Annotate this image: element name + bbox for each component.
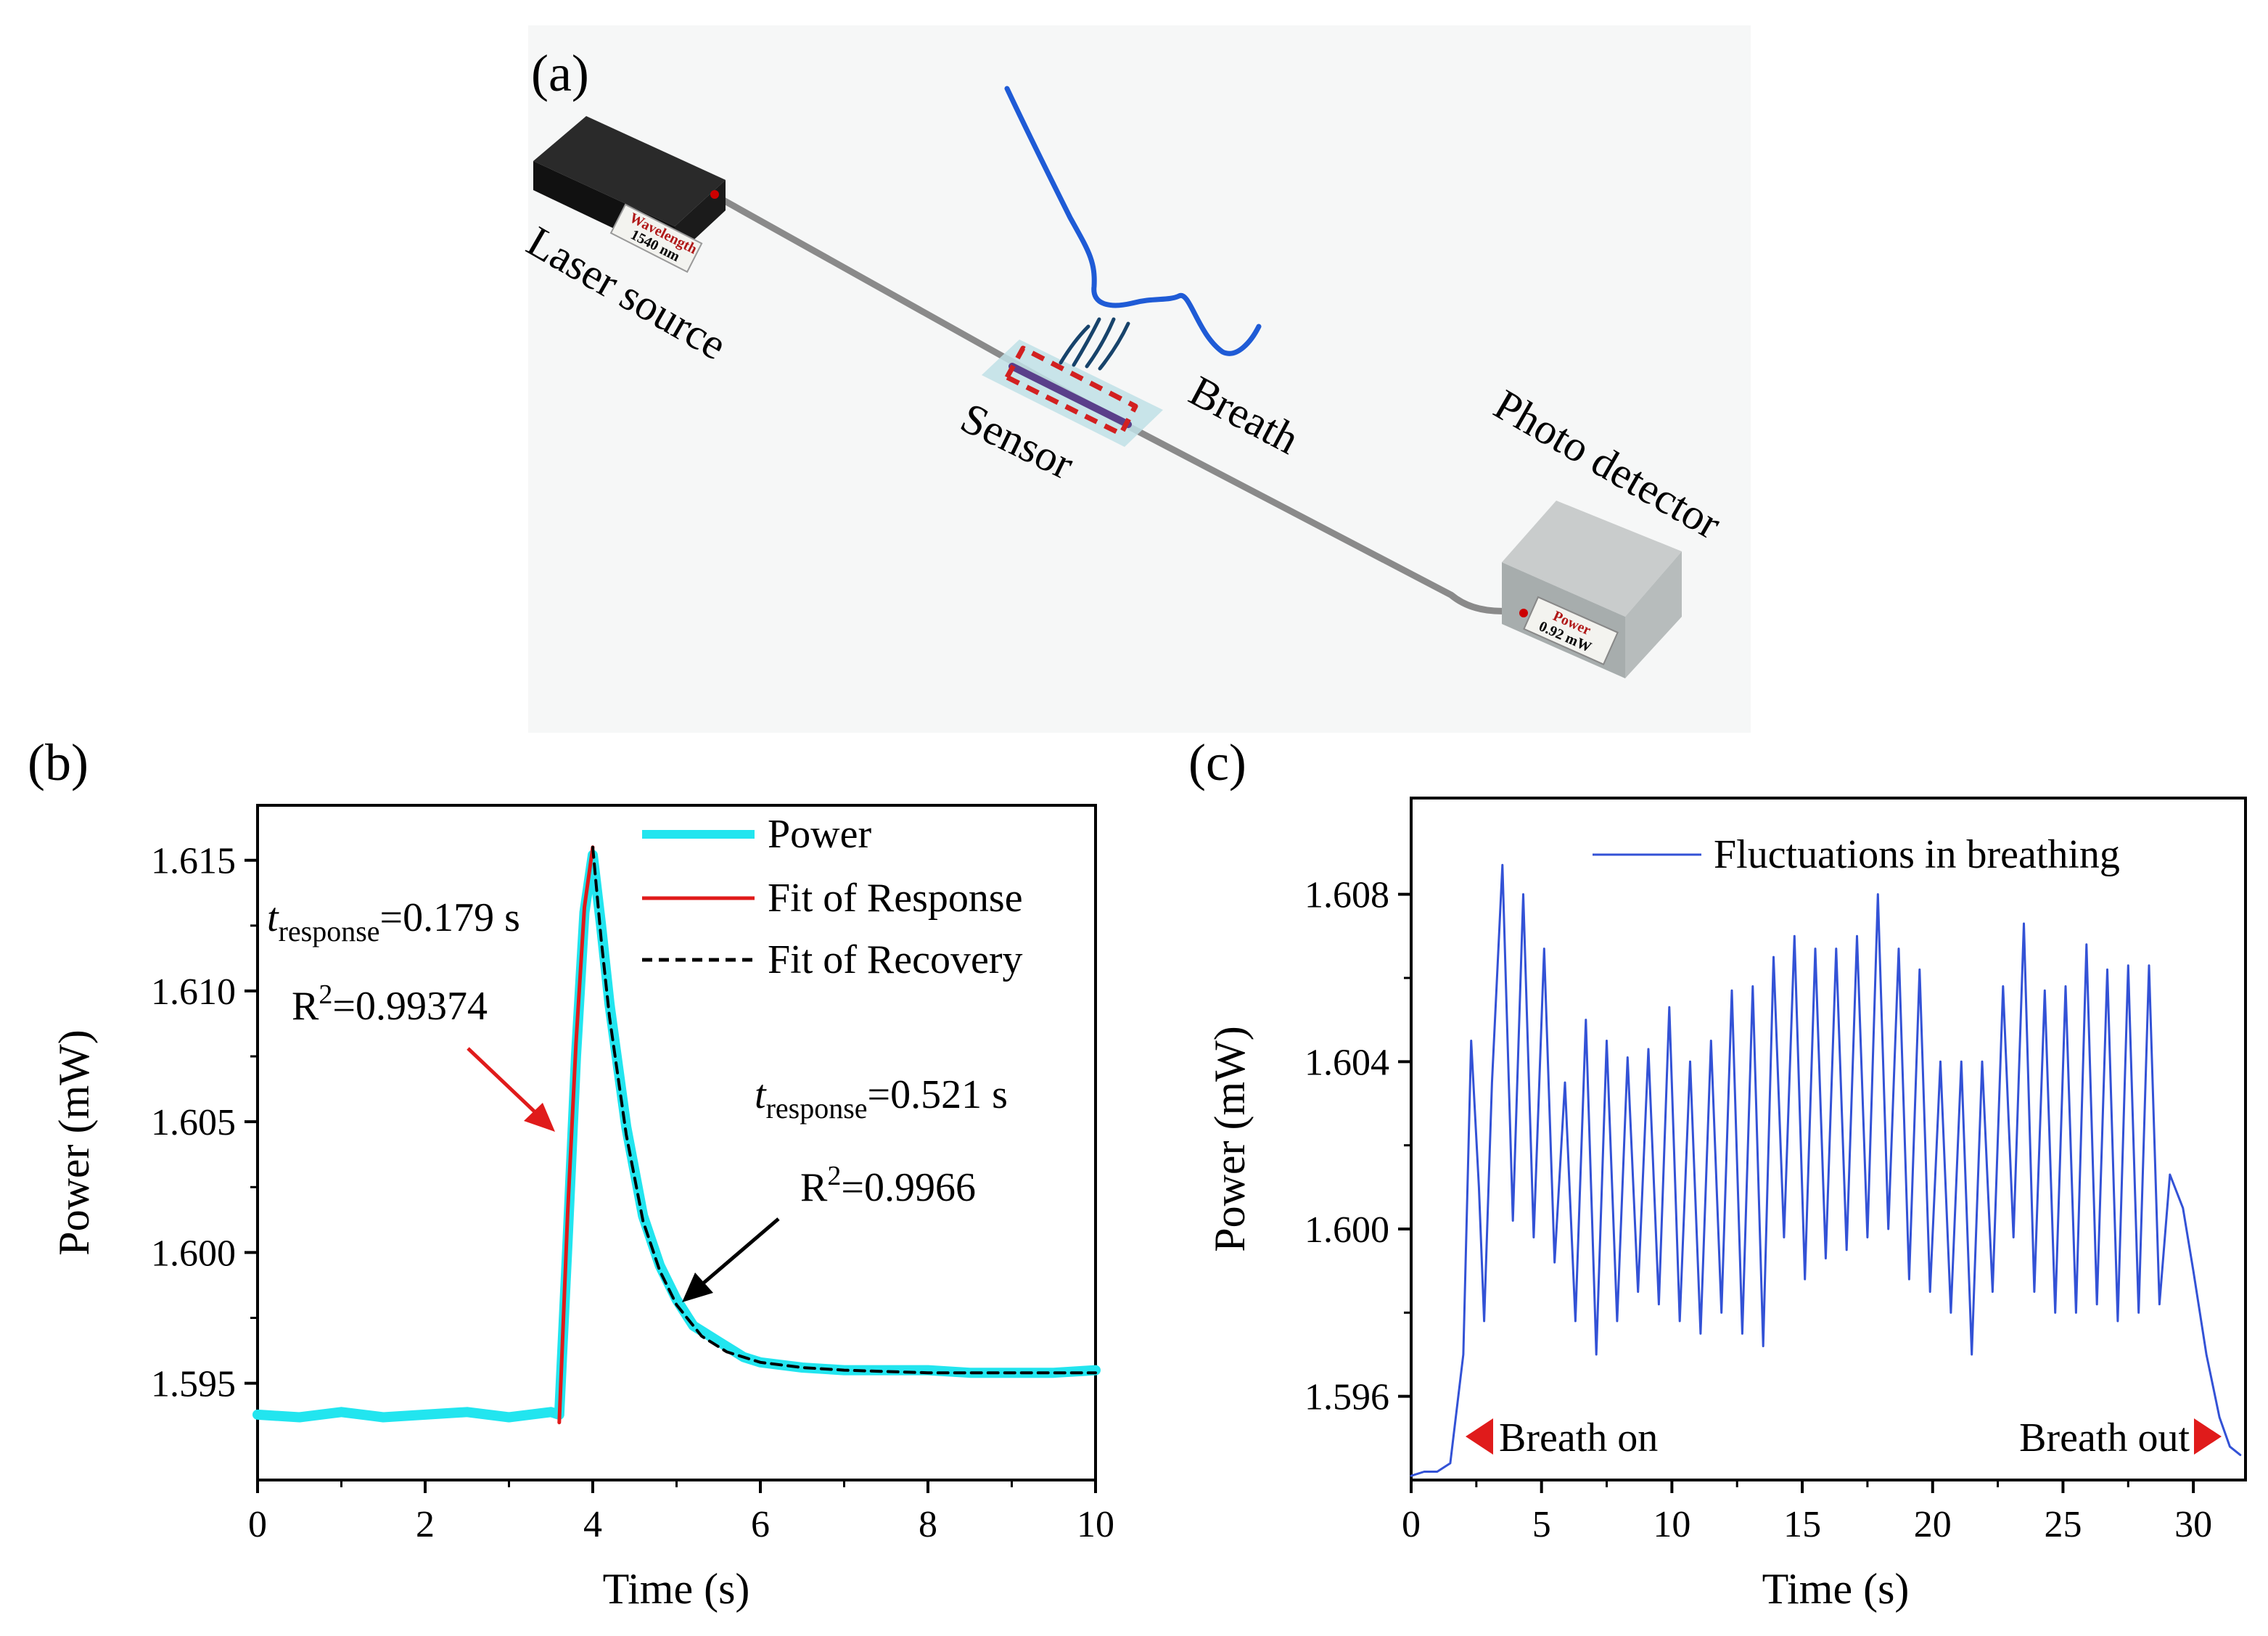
response-t-sub: response bbox=[279, 915, 380, 948]
breath-out-label: Breath out bbox=[2019, 1415, 2190, 1460]
breath-streams-icon bbox=[1059, 317, 1130, 371]
y-tick-label: 1.608 bbox=[1304, 875, 1389, 916]
recovery-t-main: t bbox=[755, 1072, 767, 1117]
series-fit-of-response-line bbox=[557, 845, 595, 1425]
series-fit-of-recovery-line bbox=[591, 845, 1097, 1375]
legend-response-label: Fit of Response bbox=[768, 876, 1023, 921]
y-tick-label: 1.605 bbox=[151, 1102, 236, 1143]
detector-display bbox=[1523, 596, 1619, 665]
response-arrow-icon bbox=[467, 1047, 555, 1132]
plot-c-frame bbox=[1410, 797, 2247, 1481]
x-tick-label: 0 bbox=[1402, 1504, 1421, 1545]
photo-detector-icon: Power 0.92 mW bbox=[1502, 501, 1682, 678]
sensor-highlight-box bbox=[1004, 345, 1138, 437]
x-tick-label: 0 bbox=[248, 1504, 267, 1545]
recovery-r2-sup: 2 bbox=[827, 1161, 841, 1191]
response-r2-sup: 2 bbox=[319, 979, 332, 1010]
recovery-r2-annotation: R2=0.9966 bbox=[800, 1161, 976, 1210]
plot-b-ylabel: Power (mW) bbox=[50, 1029, 98, 1256]
x-tick-label: 10 bbox=[1653, 1504, 1690, 1545]
y-tick-label: 1.600 bbox=[1304, 1209, 1389, 1251]
plot-b-xlabel: Time (s) bbox=[603, 1565, 750, 1613]
x-tick-label: 8 bbox=[919, 1504, 937, 1545]
x-tick-label: 20 bbox=[1914, 1504, 1952, 1545]
legend-recovery-label: Fit of Recovery bbox=[768, 937, 1022, 982]
response-time-annotation: tresponse=0.179 s bbox=[267, 895, 520, 948]
panel-a: (a) Wavelength 1540 nm Laser source Sens… bbox=[519, 25, 1751, 733]
x-tick-label: 4 bbox=[583, 1504, 602, 1545]
x-tick-label: 5 bbox=[1532, 1504, 1551, 1545]
legend-fluctuations-label: Fluctuations in breathing bbox=[1714, 832, 2120, 877]
laser-display bbox=[609, 203, 703, 274]
recovery-r2-value: =0.9966 bbox=[841, 1165, 976, 1210]
x-tick-label: 10 bbox=[1077, 1504, 1114, 1545]
response-t-main: t bbox=[267, 895, 279, 940]
recovery-r2-main: R bbox=[800, 1165, 828, 1210]
panel-a-label: (a) bbox=[531, 44, 589, 102]
panel-b: (b) 0 2 4 6 8 10 1.595 1.600 1.605 1.610 1.615 Tim… bbox=[28, 733, 1114, 1613]
x-tick-label: 25 bbox=[2044, 1504, 2082, 1545]
response-r2-main: R bbox=[292, 984, 319, 1029]
sensor-icon bbox=[982, 340, 1163, 447]
x-tick-label: 2 bbox=[416, 1504, 435, 1545]
recovery-t-value: =0.521 s bbox=[868, 1072, 1008, 1117]
y-tick-label: 1.600 bbox=[151, 1233, 236, 1274]
plot-c-legend: Fluctuations in breathing bbox=[1593, 832, 2120, 877]
y-tick-label: 1.604 bbox=[1304, 1042, 1389, 1083]
response-r2-value: =0.99374 bbox=[332, 984, 488, 1029]
panel-c-label: (c) bbox=[1188, 733, 1246, 792]
y-tick-label: 1.615 bbox=[151, 841, 236, 882]
response-r2-annotation: R2=0.99374 bbox=[292, 979, 488, 1029]
series-power-line bbox=[252, 850, 1101, 1423]
recovery-arrow-icon bbox=[682, 1217, 780, 1302]
y-tick-label: 1.610 bbox=[151, 971, 236, 1013]
x-tick-label: 30 bbox=[2174, 1504, 2212, 1545]
x-tick-label: 6 bbox=[751, 1504, 770, 1545]
x-tick-label: 15 bbox=[1783, 1504, 1821, 1545]
legend-power-label: Power bbox=[768, 812, 871, 857]
breath-on-marker-icon bbox=[1466, 1418, 1493, 1455]
breath-waveform bbox=[1004, 86, 1262, 356]
plot-b-ticks: 0 2 4 6 8 10 1.595 1.600 1.605 1.610 1.615 bbox=[151, 841, 1114, 1545]
breath-out-marker-icon bbox=[2194, 1418, 2222, 1455]
response-t-value: =0.179 s bbox=[380, 895, 520, 940]
plot-c-ylabel: Power (mW) bbox=[1206, 1026, 1254, 1252]
plot-c-xlabel: Time (s) bbox=[1762, 1565, 1910, 1613]
breath-on-label: Breath on bbox=[1499, 1415, 1658, 1460]
optical-fiber bbox=[715, 194, 1513, 614]
panel-b-label: (b) bbox=[28, 733, 89, 792]
plot-b-legend: Power Fit of Response Fit of Recovery bbox=[642, 812, 1023, 982]
recovery-time-annotation: tresponse=0.521 s bbox=[755, 1072, 1008, 1125]
series-fluctuations-in-breathing-line bbox=[1410, 863, 2242, 1477]
plot-c-ticks: 0 5 10 15 20 25 30 1.596 1.600 1.604 1.608 bbox=[1304, 875, 2212, 1545]
y-tick-label: 1.596 bbox=[1304, 1377, 1389, 1418]
y-tick-label: 1.595 bbox=[151, 1364, 236, 1405]
plot-c-series bbox=[1410, 863, 2242, 1477]
recovery-t-sub: response bbox=[766, 1092, 868, 1125]
plot-b-series bbox=[252, 845, 1101, 1425]
panel-c: (c) 0 5 10 15 20 25 30 1.596 1.600 1.604 1.608 Tim… bbox=[1188, 733, 2247, 1613]
